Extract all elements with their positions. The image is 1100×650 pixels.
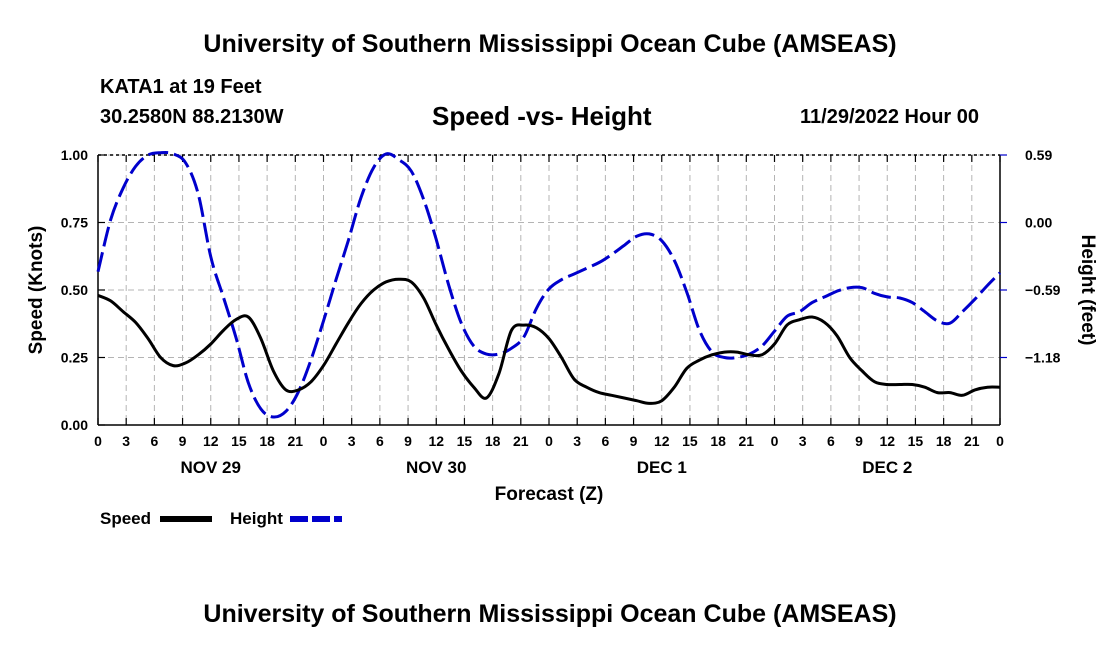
y-tick-label: 0.75 [61,215,88,231]
x-tick-label: 9 [404,433,412,449]
x-day-label: DEC 2 [862,458,912,477]
x-tick-label: 15 [908,433,924,449]
x-tick-label: 9 [630,433,638,449]
x-tick-label: 12 [654,433,670,449]
x-tick-label: 0 [94,433,102,449]
grid-layer [98,154,1000,425]
y-tick-label: 1.00 [61,147,88,163]
station-coordinates: 30.2580N 88.2130W [100,106,284,128]
x-tick-label: 21 [288,433,304,449]
x-tick-label: 9 [179,433,187,449]
x-tick-label: 3 [573,433,581,449]
x-tick-label: 12 [879,433,895,449]
y-tick-label: 0.50 [61,282,88,298]
x-tick-label: 18 [485,433,501,449]
legend-speed-label: Speed [100,509,152,528]
footer-title: University of Southern Mississippi Ocean… [203,600,897,628]
speed-series-line [97,277,1001,405]
forecast-date: 11/29/2022 Hour 00 [800,106,980,128]
x-tick-label: 6 [601,433,609,449]
x-tick-label: 18 [936,433,952,449]
y-tick-label: 0.25 [61,350,88,366]
chart-title: Speed -vs- Height [432,101,652,131]
x-tick-label: 18 [710,433,726,449]
x-tick-label: 3 [348,433,356,449]
station-name: KATA1 at 19 Feet [100,76,262,98]
x-tick-label: 0 [545,433,553,449]
y-tick-label: 0.00 [61,417,88,433]
y-axis-title: Speed (Knots) [26,226,47,355]
label-layer: 0 3 6 9 12 15 18 21 0 3 6 9 12 15 18 21 0 3 6 9 12 15 18 21 0 3 6 9… [26,147,1098,505]
y2-tick-label: −1.18 [1025,350,1061,366]
legend-height-label: Height [230,509,283,528]
x-tick-label: 9 [855,433,863,449]
x-tick-label: 0 [996,433,1004,449]
x-tick-label: 6 [376,433,384,449]
x-tick-label: 15 [682,433,698,449]
x-tick-label: 0 [320,433,328,449]
y2-tick-label: −0.59 [1025,282,1061,298]
x-tick-label: 21 [964,433,980,449]
y2-tick-label: 0.00 [1025,215,1052,231]
legend-height-swatch [290,516,342,522]
x-day-label: DEC 1 [637,458,687,477]
x-tick-label: 18 [259,433,275,449]
series-layer [96,151,1002,419]
x-tick-label: 15 [457,433,473,449]
x-tick-label: 6 [827,433,835,449]
legend-speed-swatch [160,516,212,522]
x-tick-label: 0 [771,433,779,449]
x-tick-label: 12 [203,433,219,449]
x-day-label: NOV 30 [406,458,466,477]
x-tick-label: 15 [231,433,247,449]
y2-tick-label: 0.59 [1025,147,1052,163]
x-day-label: NOV 29 [181,458,241,477]
height-series-line [96,151,1002,419]
x-tick-label: 21 [513,433,529,449]
x-tick-label: 6 [150,433,158,449]
x-tick-label: 3 [122,433,130,449]
y2-axis-title: Height (feet) [1077,235,1098,346]
x-axis-title: Forecast (Z) [495,484,604,505]
x-tick-label: 3 [799,433,807,449]
x-tick-label: 12 [428,433,444,449]
x-tick-label: 21 [739,433,755,449]
main-title: University of Southern Mississippi Ocean… [203,30,897,58]
